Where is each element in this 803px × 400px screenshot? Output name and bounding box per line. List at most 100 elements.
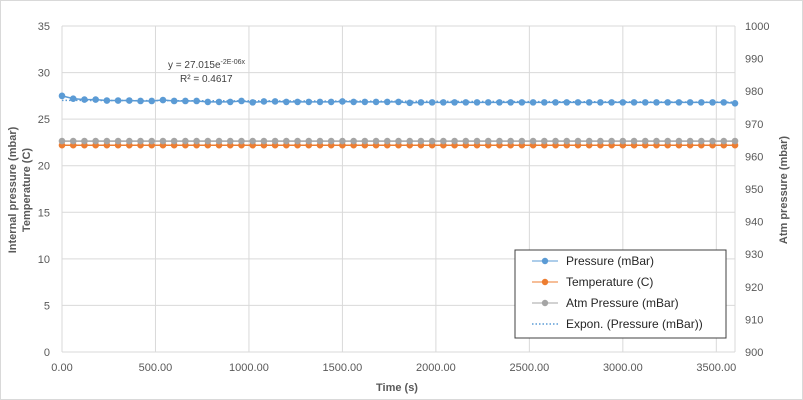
data-point (731, 137, 739, 145)
data-point (597, 137, 604, 145)
data-point (541, 137, 548, 145)
data-point (641, 137, 649, 145)
legend-label-atm-pressure: Atm Pressure (mBar) (566, 296, 679, 310)
data-point (226, 98, 234, 106)
data-point (451, 137, 458, 145)
data-point (361, 98, 369, 106)
data-point (698, 137, 705, 145)
data-point (641, 99, 649, 106)
data-point (271, 98, 279, 105)
legend: Pressure (mBar) Temperature (C) Atm Pres… (514, 249, 727, 339)
data-point (148, 97, 156, 105)
data-point (58, 137, 66, 145)
legend-label-temperature: Temperature (C) (566, 275, 653, 289)
data-point (552, 137, 559, 145)
data-point (81, 137, 88, 145)
y-left-tick-label: 5 (44, 300, 50, 312)
legend-item-temperature: Temperature (C) (532, 275, 653, 289)
trendline-equation-base: y = 27.015e (168, 60, 221, 71)
gridlines (61, 25, 736, 353)
data-point (350, 137, 357, 145)
y-right-tick-label: 980 (745, 86, 763, 98)
data-point (226, 137, 234, 145)
data-point (372, 137, 380, 145)
data-point (283, 137, 290, 145)
data-point (193, 97, 200, 105)
x-tick-label: 3500.00 (696, 362, 736, 374)
data-point (529, 137, 537, 145)
data-point (271, 137, 279, 145)
data-point (574, 137, 582, 145)
x-tick-label: 500.00 (139, 362, 173, 374)
data-point (428, 137, 436, 145)
data-point (731, 100, 739, 107)
data-point (698, 99, 705, 106)
trendline-equation: y = 27.015e-2E-06x (168, 59, 246, 71)
data-point (406, 99, 414, 107)
data-point (204, 137, 212, 145)
data-point (462, 137, 470, 145)
legend-marker-temperature (541, 278, 549, 286)
data-point (294, 98, 301, 106)
data-point (451, 99, 458, 106)
data-point (372, 98, 380, 106)
data-point (81, 96, 88, 103)
y-right-tick-label: 930 (745, 249, 763, 261)
data-point (440, 137, 447, 145)
data-point (137, 97, 144, 105)
data-point (316, 137, 324, 145)
data-point (260, 98, 268, 105)
data-point (383, 137, 391, 145)
x-tick-label: 3000.00 (603, 362, 643, 374)
x-tick-label: 1000.00 (229, 362, 269, 374)
data-point (249, 137, 256, 145)
data-point (327, 137, 335, 145)
data-point (686, 137, 694, 145)
data-point (686, 99, 694, 106)
y-right-tick-label: 1000 (745, 21, 769, 33)
data-point (720, 137, 728, 145)
data-point (103, 137, 111, 145)
data-point (159, 137, 167, 145)
y-left-tick-label: 30 (38, 68, 50, 80)
y-right-tick-label: 910 (745, 314, 763, 326)
data-point (182, 137, 189, 145)
data-point (103, 97, 111, 104)
data-point (529, 99, 537, 106)
data-point (608, 137, 615, 145)
y-left-axis-title-line-2: Temperature (C) (21, 148, 33, 232)
data-point (148, 137, 156, 145)
trendline-label: y = 27.015e-2E-06x R² = 0.4617 (168, 59, 246, 85)
data-point (496, 137, 503, 145)
legend-item-atm-pressure: Atm Pressure (mBar) (532, 296, 679, 310)
data-point (440, 99, 447, 106)
data-point (137, 137, 144, 145)
legend-label-trendline: Expon. (Pressure (mBar)) (566, 317, 703, 331)
data-point (69, 137, 77, 145)
axes: 0 5 10 15 20 25 30 35 900 910 920 930 940 950 960 970 98… (38, 21, 770, 374)
data-point (484, 99, 492, 106)
data-point (541, 99, 548, 106)
series-atm-pressure-mbar (58, 137, 739, 145)
legend-marker-pressure (541, 257, 549, 265)
x-tick-label: 1500.00 (323, 362, 363, 374)
series-pressure-mbar (58, 92, 739, 107)
data-point (193, 137, 200, 145)
y-right-tick-label: 950 (745, 184, 763, 196)
data-point (92, 96, 99, 103)
data-point (327, 98, 335, 106)
legend-item-pressure: Pressure (mBar) (532, 254, 654, 268)
data-point (170, 137, 178, 145)
y-right-tick-label: 990 (745, 54, 763, 66)
data-point (417, 137, 425, 145)
data-point (283, 98, 290, 106)
data-point (507, 137, 514, 145)
data-point (69, 95, 77, 102)
data-point (238, 137, 245, 145)
data-point (260, 137, 268, 145)
y-left-tick-label: 15 (38, 207, 50, 219)
data-point (305, 137, 313, 145)
x-tick-label: 2000.00 (416, 362, 456, 374)
y-right-tick-label: 900 (745, 347, 763, 359)
